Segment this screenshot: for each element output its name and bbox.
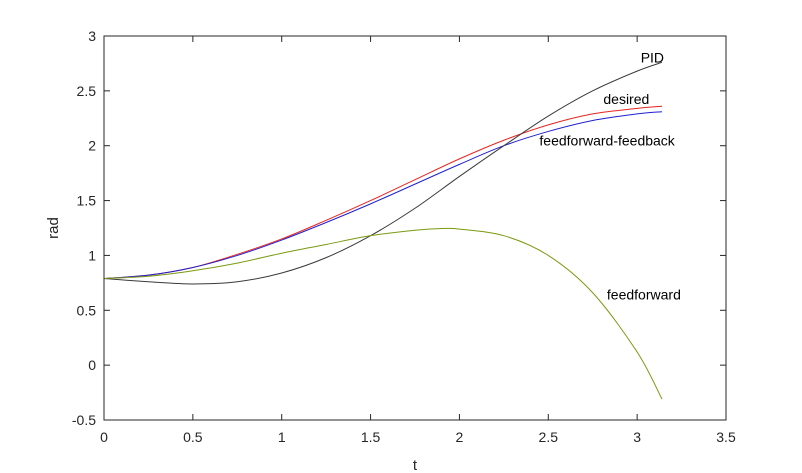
y-tick-label: -0.5: [72, 412, 96, 428]
series-label-pid: PID: [641, 49, 664, 65]
series-line-pid: [103, 61, 663, 285]
y-tick-label: 2: [88, 138, 96, 154]
series-line-feedforward: [103, 227, 663, 400]
plot-frame: [103, 35, 727, 421]
x-tick-label: 2.5: [539, 429, 559, 445]
annotation-layer: PID desired feedforward-feedback feedforwar…: [539, 49, 680, 302]
y-tick-label: 1.5: [77, 193, 97, 209]
series-layer: [103, 61, 663, 400]
x-tick-label: 1.5: [361, 429, 381, 445]
x-axis-label: t: [413, 457, 418, 473]
series-line-feedforward-feedback: [103, 111, 663, 279]
series-label-feedforward: feedforward: [607, 286, 681, 302]
y-tick-label: 0: [88, 357, 96, 373]
y-tick-label: 0.5: [77, 302, 97, 318]
y-tick-label: 1: [88, 247, 96, 263]
y-tick-label: 3: [88, 28, 96, 44]
x-tick-label: 3: [633, 429, 641, 445]
x-tick-label: 1: [278, 429, 286, 445]
x-tick-label: 0.5: [183, 429, 203, 445]
plot-background: [104, 36, 726, 420]
ticks-layer: 0 0.5 1 1.5 2 2.5 3 3.5-0.500.511.522.53: [72, 28, 736, 445]
x-tick-label: 0: [100, 429, 108, 445]
series-label-feedforward-feedback: feedforward-feedback: [539, 133, 675, 149]
y-axis-label: rad: [45, 217, 62, 239]
y-tick-label: 2.5: [77, 83, 97, 99]
x-tick-label: 3.5: [716, 429, 736, 445]
x-tick-label: 2: [456, 429, 464, 445]
series-label-desired: desired: [603, 91, 649, 107]
